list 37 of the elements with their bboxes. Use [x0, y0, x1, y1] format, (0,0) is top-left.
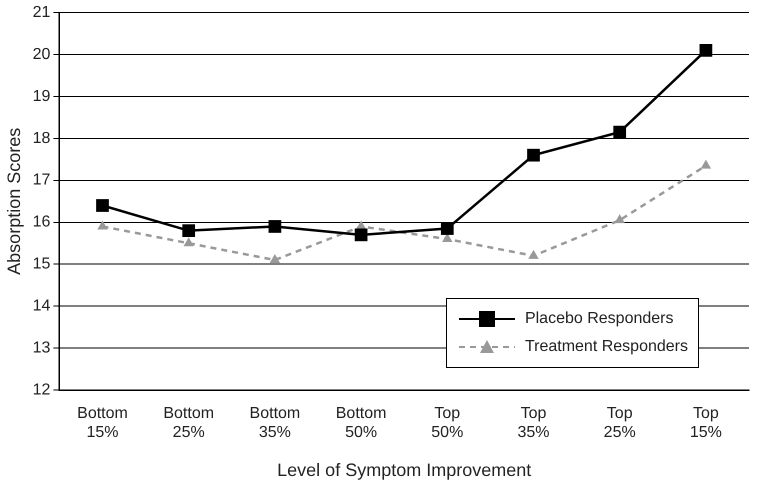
point [528, 250, 539, 259]
y-tick-label: 14 [32, 298, 50, 315]
x-tick-label: Top 15% [690, 405, 722, 442]
point [613, 126, 626, 138]
y-tick-label: 12 [32, 381, 50, 398]
legend-label: Treatment Responders [524, 338, 688, 356]
point [700, 160, 712, 169]
point [270, 254, 280, 264]
y-tick-label: 19 [32, 88, 50, 105]
x-tick-label: Top 25% [604, 405, 636, 442]
y-tick-label: 20 [32, 46, 50, 63]
point [440, 222, 454, 235]
x-tick-label: Top 35% [517, 405, 550, 442]
y-axis-title: Absorption Scores [4, 128, 24, 275]
point [527, 148, 540, 162]
point [700, 44, 712, 57]
y-tick-label: 17 [32, 172, 50, 189]
y-tick-label: 13 [32, 339, 50, 356]
y-tick-label: 18 [32, 130, 50, 147]
x-axis-title: Level of Symptom Improvement [277, 460, 532, 480]
point [268, 220, 282, 233]
y-tick-label: 21 [32, 4, 50, 22]
y-tick-label: 15 [32, 256, 50, 273]
point [354, 228, 368, 242]
y-tick-label: 16 [32, 214, 50, 231]
point [614, 214, 625, 224]
point [182, 224, 196, 238]
x-tick-label: Bottom 35% [250, 405, 300, 442]
x-tick-label: Top 50% [431, 405, 464, 442]
x-tick-label: Bottom 25% [163, 405, 214, 442]
point [96, 199, 109, 212]
point [442, 233, 452, 242]
legend-label: Placebo Responders [524, 310, 674, 328]
x-tick-label: Bottom 50% [336, 405, 386, 442]
x-tick-label: Bottom 15% [77, 405, 128, 442]
point [184, 237, 194, 246]
point [97, 220, 108, 230]
